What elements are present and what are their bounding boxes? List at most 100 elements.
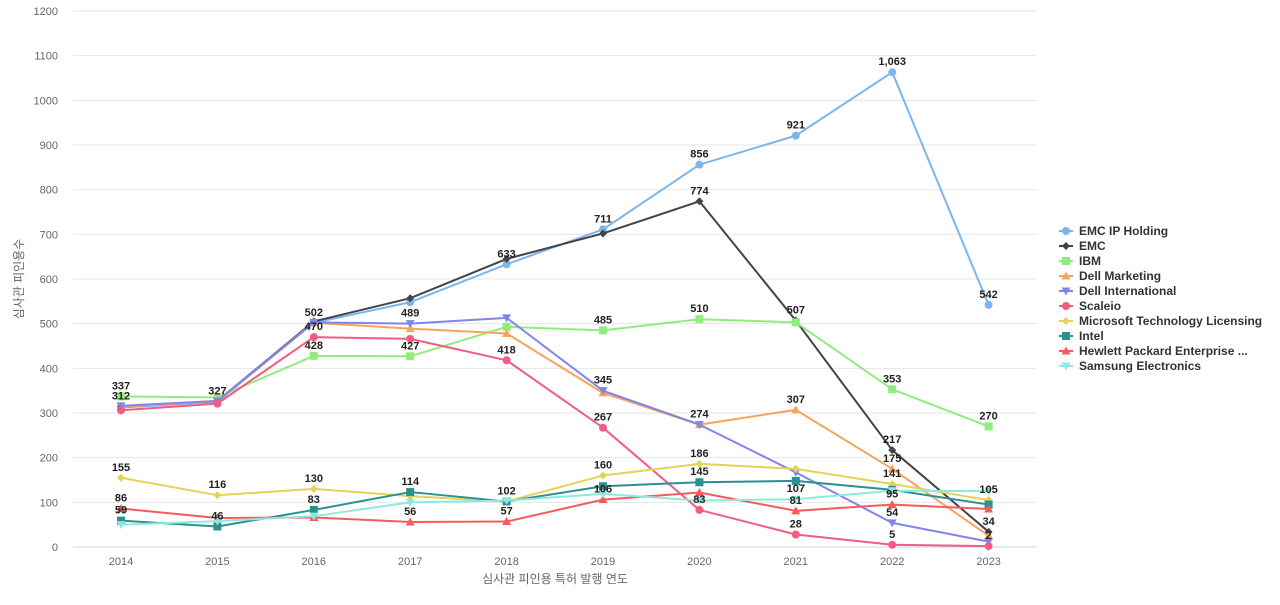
series-line [120,71,990,409]
data-point [791,318,800,327]
data-label: 83 [693,494,705,506]
data-point [406,334,415,343]
data-point [212,517,222,526]
data-label: 5 [889,529,895,541]
data-label: 921 [787,120,805,132]
y-tick-label: 500 [40,319,58,331]
legend-label: Dell International [1079,284,1176,298]
legend-label: Scaleio [1079,299,1121,313]
x-axis-ticks: 2014 2015 2016 2017 2018 2019 2020 2021 2022 2023 [109,556,1001,568]
x-tick-label: 2018 [494,556,518,568]
data-label: 2 [986,530,992,542]
data-point [887,464,897,473]
data-point [887,487,897,496]
data-label: 711 [594,213,612,225]
data-point [887,500,897,509]
data-label: 46 [211,510,223,522]
data-point [887,519,897,528]
legend-marker [1062,332,1070,340]
data-point [502,322,511,331]
data-point [309,333,318,342]
data-label: 56 [404,506,416,518]
legend-marker [1061,271,1071,280]
series-line [120,318,989,428]
data-label: 59 [115,505,127,517]
data-label: 312 [112,391,130,403]
data-label: 267 [594,412,612,424]
x-tick-label: 2019 [591,556,615,568]
data-label: 327 [208,385,226,397]
data-label: 175 [883,453,901,465]
y-tick-label: 600 [40,274,58,286]
data-label: 145 [690,466,708,478]
data-point [791,468,801,477]
legend-item[interactable]: Dell International [1059,284,1176,298]
series-7 [117,476,993,531]
data-point [405,498,415,507]
data-point [502,260,511,269]
data-label: 270 [979,410,997,422]
data-label: 116 [209,479,227,491]
data-label: 307 [787,394,805,406]
series-lines [116,68,994,551]
data-point [695,459,704,468]
y-tick-label: 1100 [34,51,58,63]
x-tick-label: 2014 [109,556,133,568]
y-tick-label: 300 [40,408,58,420]
data-label: 337 [112,380,130,392]
data-label: 95 [886,489,898,501]
data-label: 155 [112,462,130,474]
legend-item[interactable]: IBM [1059,254,1101,268]
grid-lines [73,10,1037,548]
series-line [120,462,989,503]
data-point [791,530,800,539]
data-point [695,197,704,206]
data-point [791,405,801,414]
series-9 [116,487,994,530]
data-label: 353 [883,373,901,385]
legend-item[interactable]: Samsung Electronics [1059,359,1201,373]
data-point [694,421,704,430]
data-point [888,68,897,77]
data-label: 106 [594,484,612,496]
legend-item[interactable]: EMC IP Holding [1059,224,1168,238]
y-axis-ticks: 0 100 200 300 400 500 600 700 800 900 1000 1100 1200 [34,6,58,554]
data-point [694,497,704,506]
legend-item[interactable]: Hewlett Packard Enterprise ... [1059,344,1248,358]
data-label: 542 [979,289,997,301]
data-point [599,423,607,432]
legend-label: Hewlett Packard Enterprise ... [1079,344,1248,358]
legend-label: Intel [1079,329,1104,343]
data-label: 418 [497,344,515,356]
data-point [695,478,704,487]
data-point [117,516,125,525]
data-point [405,320,415,329]
series-line [120,489,989,526]
data-point [309,505,318,514]
data-point [309,512,319,521]
data-label: 510 [690,303,708,315]
y-tick-label: 200 [40,453,58,465]
legend-item[interactable]: Scaleio [1059,299,1121,313]
series-1 [117,197,993,536]
data-point [888,385,897,394]
legend-item[interactable]: EMC [1059,239,1106,253]
legend-item[interactable]: Microsoft Technology Licensing [1059,314,1262,328]
data-label: 57 [500,506,512,518]
data-point [984,422,993,431]
data-label: 774 [690,185,709,197]
legend-item[interactable]: Intel [1059,329,1104,343]
data-point [116,504,126,513]
y-tick-label: 100 [40,497,58,509]
data-label: 86 [115,493,127,505]
y-tick-label: 900 [40,140,58,152]
data-point [213,522,222,531]
legend-item[interactable]: Dell Marketing [1059,269,1161,283]
data-point [406,352,415,361]
data-point [406,488,415,497]
legend-label: EMC IP Holding [1079,224,1168,238]
data-point [984,542,993,551]
data-label: 130 [305,473,323,485]
data-label: 83 [308,494,320,506]
